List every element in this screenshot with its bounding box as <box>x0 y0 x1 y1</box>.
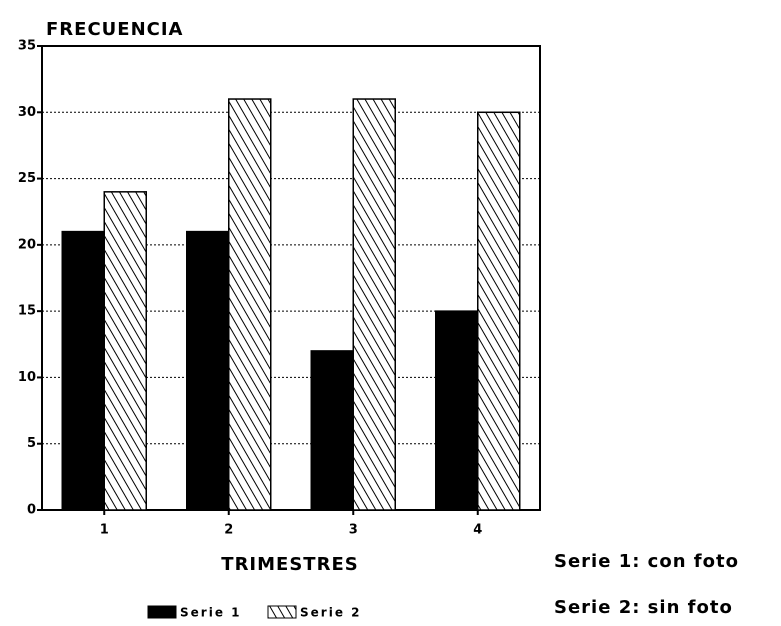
legend-label: Serie 1 <box>180 606 241 620</box>
legend-swatch <box>147 605 177 619</box>
bar <box>435 310 479 511</box>
bar <box>61 230 105 511</box>
bar <box>103 191 147 511</box>
x-axis-label: TRIMESTRES <box>221 554 358 575</box>
bar <box>477 111 521 511</box>
x-tick-label: 3 <box>349 523 358 538</box>
x-tick-label: 2 <box>224 523 233 538</box>
y-tick-label: 35 <box>18 39 36 54</box>
y-tick-label: 10 <box>18 370 36 385</box>
annotation: Serie 1: con foto <box>554 551 739 572</box>
legend-label: Serie 2 <box>300 606 361 620</box>
y-tick-label: 5 <box>27 436 36 451</box>
y-tick-label: 15 <box>18 304 36 319</box>
chart-title: FRECUENCIA <box>46 19 183 40</box>
bar <box>186 230 230 511</box>
y-tick-label: 30 <box>18 105 36 120</box>
y-tick-label: 25 <box>18 171 36 186</box>
bar <box>310 350 354 511</box>
y-tick-label: 20 <box>18 237 36 252</box>
bar <box>352 98 396 511</box>
bar <box>228 98 272 511</box>
legend-swatch <box>267 605 297 619</box>
x-tick-label: 4 <box>473 523 482 538</box>
annotation: Serie 2: sin foto <box>554 597 733 618</box>
y-tick-label: 0 <box>27 503 36 518</box>
x-tick-label: 1 <box>100 523 109 538</box>
